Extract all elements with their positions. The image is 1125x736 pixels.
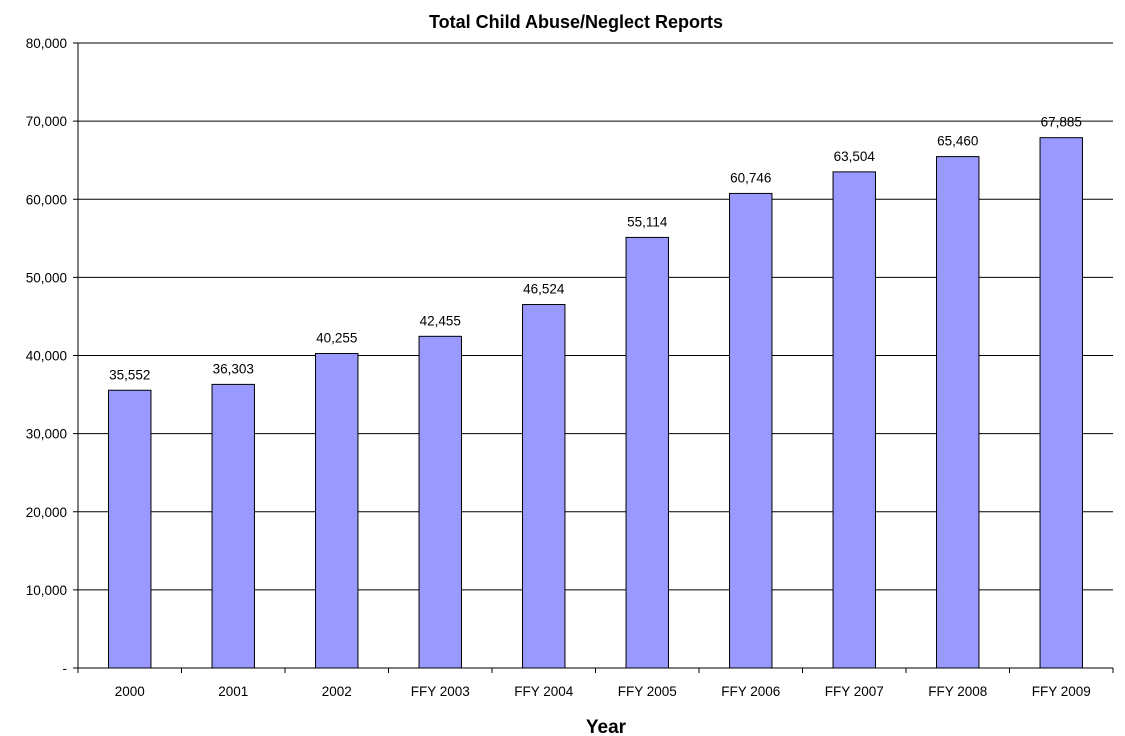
bar: [1039, 137, 1083, 669]
x-axis-tick-labels: 2000 2001 2002 FFY 2003 FFY 2004 FFY 2005 FFY …: [115, 684, 1091, 699]
y-tick-label: -: [63, 661, 68, 676]
axes: [73, 42, 1114, 673]
y-tick-label: 30,000: [26, 427, 67, 442]
chart-title: Total Child Abuse/Neglect Reports: [429, 12, 723, 32]
bar: [625, 236, 669, 669]
bar: [315, 353, 359, 669]
y-axis-tick-labels: - 10,000 20,000 30,000 40,000 50,000 60,000 70,…: [26, 36, 67, 676]
x-tick-label: FFY 2008: [928, 684, 987, 699]
x-tick-label: 2000: [115, 684, 145, 699]
bar: [108, 389, 152, 669]
y-tick-label: 40,000: [26, 349, 67, 364]
x-axis-title: Year: [586, 717, 627, 736]
y-tick-label: 20,000: [26, 505, 67, 520]
x-tick-label: FFY 2003: [411, 684, 470, 699]
bar: [211, 383, 255, 669]
data-label: 36,303: [213, 361, 254, 376]
y-tick-label: 60,000: [26, 192, 67, 207]
x-tick-label: FFY 2007: [825, 684, 884, 699]
bar: [418, 335, 462, 669]
bar: [729, 192, 773, 669]
bars: [108, 137, 1083, 669]
data-label: 55,114: [627, 214, 668, 229]
data-label: 60,746: [730, 170, 771, 185]
y-tick-label: 10,000: [26, 583, 67, 598]
data-label: 42,455: [420, 313, 461, 328]
x-tick-label: FFY 2006: [721, 684, 780, 699]
data-label: 35,552: [109, 367, 150, 382]
data-label: 67,885: [1041, 115, 1082, 130]
data-label: 63,504: [834, 149, 876, 164]
y-tick-label: 50,000: [26, 270, 67, 285]
bar: [832, 171, 876, 669]
bar: [522, 304, 566, 669]
data-label: 46,524: [523, 282, 565, 297]
x-tick-label: FFY 2004: [514, 684, 574, 699]
x-tick-label: FFY 2005: [618, 684, 677, 699]
x-tick-label: FFY 2009: [1032, 684, 1091, 699]
x-tick-label: 2001: [218, 684, 248, 699]
y-tick-label: 70,000: [26, 114, 67, 129]
x-tick-label: 2002: [322, 684, 352, 699]
y-tick-label: 80,000: [26, 36, 67, 51]
data-label: 40,255: [316, 331, 357, 346]
data-label: 65,460: [937, 134, 978, 149]
bar: [936, 156, 980, 669]
data-labels: 35,552 36,303 40,255 42,455 46,524 55,114 60,7…: [109, 115, 1082, 383]
